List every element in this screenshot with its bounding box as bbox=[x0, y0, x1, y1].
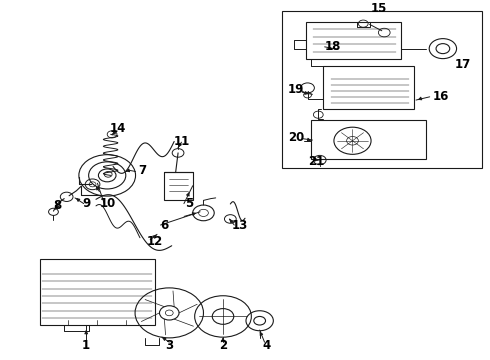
Bar bbox=[306, 22, 401, 59]
Text: 1: 1 bbox=[82, 339, 90, 352]
Text: 15: 15 bbox=[371, 2, 388, 15]
Bar bbox=[311, 120, 426, 159]
Text: 3: 3 bbox=[165, 339, 173, 352]
Text: 4: 4 bbox=[263, 339, 271, 352]
Bar bbox=[164, 172, 193, 201]
Text: 13: 13 bbox=[232, 219, 248, 232]
Bar bbox=[40, 259, 155, 325]
Text: 14: 14 bbox=[110, 122, 126, 135]
Text: 16: 16 bbox=[432, 90, 449, 103]
Text: 2: 2 bbox=[219, 339, 227, 352]
Text: 11: 11 bbox=[173, 135, 190, 148]
Text: 12: 12 bbox=[147, 235, 163, 248]
Text: 8: 8 bbox=[53, 199, 61, 212]
Text: 20: 20 bbox=[288, 131, 304, 144]
Text: 7: 7 bbox=[138, 163, 147, 176]
Text: 18: 18 bbox=[325, 40, 341, 53]
Bar bbox=[323, 67, 414, 109]
Text: 21: 21 bbox=[308, 154, 324, 168]
Text: 17: 17 bbox=[454, 58, 470, 71]
Text: 5: 5 bbox=[185, 198, 193, 211]
Text: 10: 10 bbox=[100, 198, 116, 211]
Text: 9: 9 bbox=[82, 198, 90, 211]
Bar bbox=[282, 11, 482, 168]
Text: 19: 19 bbox=[288, 83, 304, 96]
Text: 6: 6 bbox=[160, 219, 169, 232]
